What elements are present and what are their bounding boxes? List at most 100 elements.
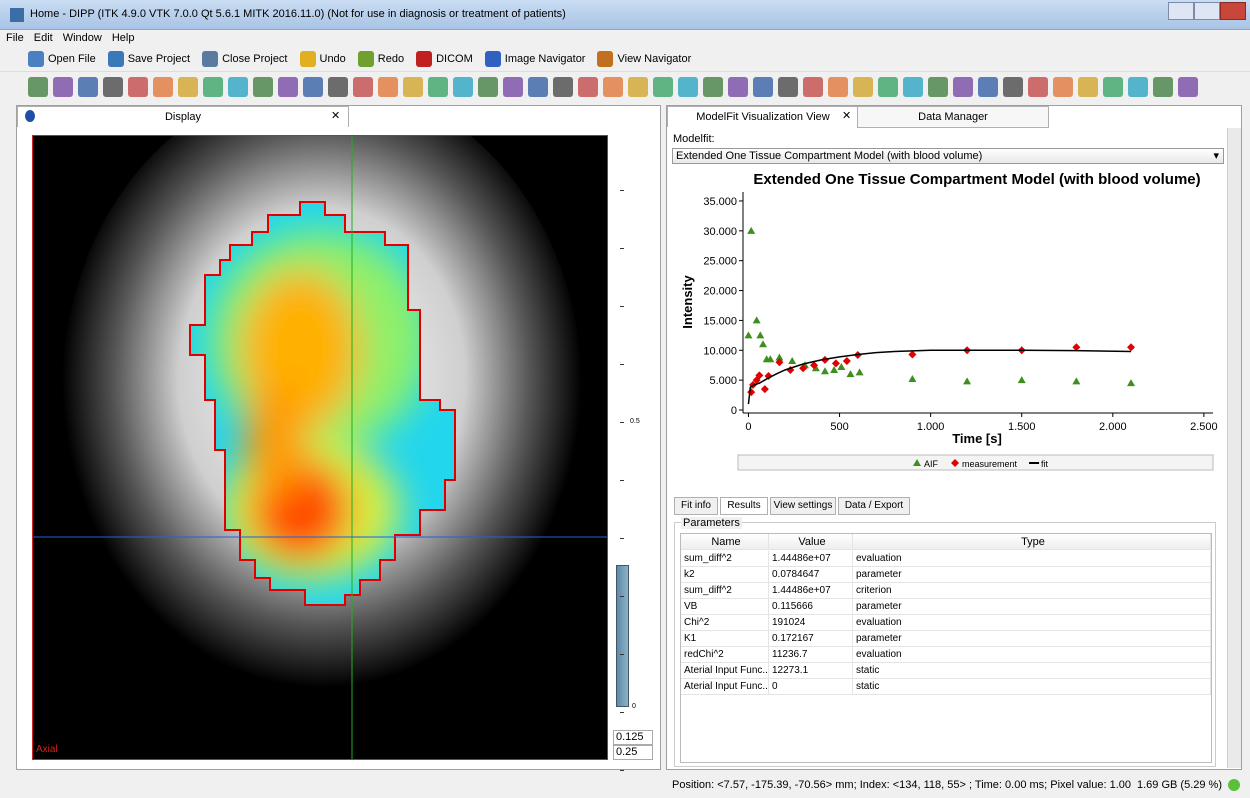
- plugin-icon[interactable]: [1153, 77, 1173, 97]
- result-tab[interactable]: Fit info: [674, 497, 718, 515]
- plugin-icon[interactable]: [153, 77, 173, 97]
- plugin-icon[interactable]: [303, 77, 323, 97]
- plugin-icon[interactable]: [803, 77, 823, 97]
- plugin-icon[interactable]: [978, 77, 998, 97]
- plugin-icon[interactable]: [203, 77, 223, 97]
- toolbar-button[interactable]: View Navigator: [597, 50, 691, 67]
- plugin-icon[interactable]: [1178, 77, 1198, 97]
- plugin-icon[interactable]: [228, 77, 248, 97]
- plugin-icon[interactable]: [828, 77, 848, 97]
- result-tab[interactable]: View settings: [770, 497, 836, 515]
- overlay-hot: [245, 380, 305, 500]
- plugin-icon[interactable]: [653, 77, 673, 97]
- plugin-icon[interactable]: [178, 77, 198, 97]
- measurement-point: [831, 359, 840, 368]
- modelfit-tab[interactable]: ModelFit Visualization View: [667, 106, 859, 127]
- measurement-point: [842, 357, 851, 366]
- tab-close[interactable]: ✕: [331, 110, 341, 122]
- result-tab[interactable]: Results: [720, 497, 768, 515]
- column-header: Value: [769, 534, 853, 550]
- toolbar-button[interactable]: Open File: [28, 50, 96, 67]
- plugin-icon[interactable]: [1078, 77, 1098, 97]
- toolbar-button[interactable]: Image Navigator: [484, 50, 586, 67]
- plugin-icon[interactable]: [878, 77, 898, 97]
- plugin-icon[interactable]: [703, 77, 723, 97]
- level-window-slider[interactable]: [616, 565, 629, 707]
- plugin-icon[interactable]: [128, 77, 148, 97]
- roi-contour[interactable]: [189, 201, 456, 606]
- scale-label: 0.5: [630, 418, 640, 425]
- tab-label: Display: [164, 111, 202, 123]
- scrollbar[interactable]: [1227, 128, 1241, 768]
- plugin-icon[interactable]: [853, 77, 873, 97]
- plugin-icon[interactable]: [628, 77, 648, 97]
- toolbar-button[interactable]: Undo: [299, 50, 346, 67]
- plugin-icon[interactable]: [1103, 77, 1123, 97]
- display-tab[interactable]: Display: [17, 106, 349, 127]
- toolbar-label: DICOM: [436, 52, 473, 65]
- plugin-icon[interactable]: [928, 77, 948, 97]
- level-input[interactable]: 0.125: [613, 730, 653, 745]
- plugin-icon[interactable]: [1053, 77, 1073, 97]
- aif-point: [820, 367, 829, 375]
- measurement-point: [775, 358, 784, 367]
- menu-item[interactable]: File: [6, 32, 24, 44]
- plugin-icon[interactable]: [403, 77, 423, 97]
- plugin-icon[interactable]: [103, 77, 123, 97]
- model-chart: Extended One Tissue Compartment Model (w…: [680, 171, 1218, 471]
- plugin-icon[interactable]: [953, 77, 973, 97]
- plugin-icon[interactable]: [903, 77, 923, 97]
- parameters-table: Name Value Type sum_diff^2 1.44486e+07 evalua…: [680, 533, 1212, 763]
- plugin-icon[interactable]: [1128, 77, 1148, 97]
- plugin-icon[interactable]: [28, 77, 48, 97]
- table-cell: evaluation: [853, 647, 1211, 663]
- plugin-icon[interactable]: [728, 77, 748, 97]
- plugin-icon[interactable]: [428, 77, 448, 97]
- plugin-icon[interactable]: [678, 77, 698, 97]
- modelfit-dropdown[interactable]: Extended One Tissue Compartment Model (w…: [672, 148, 1224, 164]
- plugin-icon[interactable]: [478, 77, 498, 97]
- datamanager-tab[interactable]: Data Manager: [857, 106, 1049, 128]
- menu-item[interactable]: Edit: [33, 32, 53, 44]
- plugin-icon[interactable]: [578, 77, 598, 97]
- aif-point: [752, 316, 761, 324]
- plugin-icon[interactable]: [528, 77, 548, 97]
- plugin-icon[interactable]: [1028, 77, 1048, 97]
- table-cell: Aterial Input Func...: [681, 663, 769, 679]
- plugin-icon[interactable]: [453, 77, 473, 97]
- minimize-button[interactable]: [1168, 2, 1194, 20]
- menu-item[interactable]: Window: [62, 32, 102, 44]
- status-bar: Position: <7.57, -175.39, -70.56> mm; In…: [0, 772, 1250, 798]
- toolbar-label: Open File: [48, 52, 96, 65]
- plugin-icon[interactable]: [603, 77, 623, 97]
- menu-bar: File Edit Window Help: [0, 30, 1250, 46]
- image-view[interactable]: Axial: [32, 135, 608, 760]
- plugin-icon[interactable]: [78, 77, 98, 97]
- toolbar-button[interactable]: Save Project: [107, 50, 190, 67]
- plugin-icon[interactable]: [778, 77, 798, 97]
- plugin-icon[interactable]: [553, 77, 573, 97]
- app-icon: [10, 8, 24, 22]
- window-input[interactable]: 0.25: [613, 745, 653, 760]
- plugin-icon[interactable]: [753, 77, 773, 97]
- plugin-icon[interactable]: [353, 77, 373, 97]
- plugin-icon[interactable]: [378, 77, 398, 97]
- tab-close[interactable]: ✕: [842, 110, 852, 122]
- scale-axis: [624, 130, 625, 730]
- toolbar-button[interactable]: Redo: [357, 50, 404, 67]
- plugin-icon[interactable]: [1003, 77, 1023, 97]
- toolbar-button[interactable]: Close Project: [202, 50, 288, 67]
- view-frame: [32, 135, 608, 760]
- maximize-button[interactable]: [1194, 2, 1220, 20]
- plugin-icon[interactable]: [53, 77, 73, 97]
- plugin-icon[interactable]: [503, 77, 523, 97]
- toolbar-button[interactable]: DICOM: [416, 50, 473, 67]
- close-button[interactable]: [1220, 2, 1246, 20]
- plugin-icon[interactable]: [278, 77, 298, 97]
- plugin-icon[interactable]: [328, 77, 348, 97]
- menu-item[interactable]: Help: [111, 32, 135, 44]
- result-tab[interactable]: Data / Export: [838, 497, 910, 515]
- plugin-icon[interactable]: [253, 77, 273, 97]
- y-tick-label: 10.000: [703, 345, 737, 357]
- toolbar-label: Image Navigator: [504, 52, 586, 65]
